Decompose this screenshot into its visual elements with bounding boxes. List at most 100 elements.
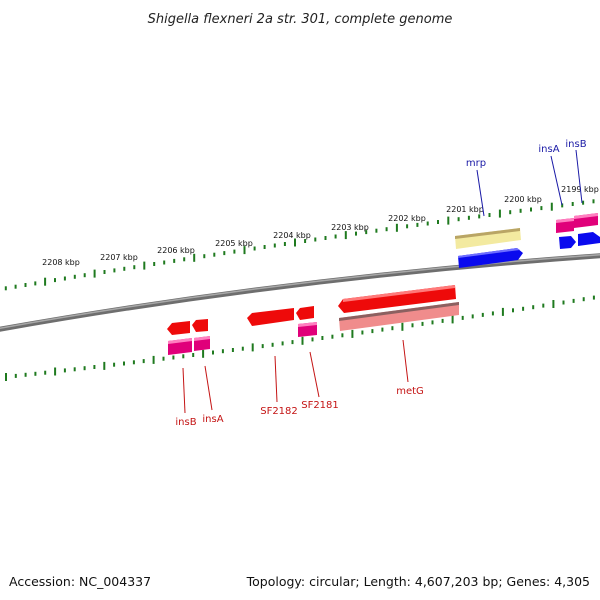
minor-tick	[321, 336, 324, 340]
minor-tick	[83, 273, 86, 278]
minor-tick	[14, 373, 17, 378]
major-tick	[143, 261, 146, 270]
major-tick	[301, 336, 304, 345]
minor-tick	[163, 260, 166, 265]
scale-label: 2207 kbp	[100, 253, 138, 262]
major-tick	[395, 223, 398, 232]
scale-label: 2203 kbp	[331, 223, 369, 232]
minor-tick	[231, 348, 234, 352]
gene-SF2181-bar-shade	[298, 322, 317, 327]
major-tick	[552, 300, 555, 308]
minor-tick	[34, 281, 37, 286]
minor-tick	[361, 330, 364, 335]
minor-tick	[331, 334, 334, 339]
cds-insB-rev-arrow[interactable]	[167, 321, 190, 335]
minor-tick	[203, 254, 206, 259]
minor-tick	[153, 262, 156, 266]
minor-tick	[273, 243, 276, 248]
map-title: Shigella flexneri 2a str. 301, complete …	[148, 12, 453, 27]
scale-label: 2204 kbp	[273, 231, 311, 240]
minor-tick	[411, 323, 414, 328]
gene-insB-rev-bar-shade	[168, 338, 192, 344]
minor-tick	[24, 283, 27, 287]
minor-tick	[34, 371, 37, 376]
minor-tick	[421, 321, 424, 326]
scale-label: 2205 kbp	[215, 239, 253, 248]
label-leaders	[182, 149, 583, 414]
scale-label: 2201 kbp	[446, 205, 484, 214]
major-tick	[344, 231, 347, 240]
scale-label: 2208 kbp	[42, 258, 80, 267]
gene-label-metG[interactable]: metG	[396, 386, 424, 397]
minor-tick	[221, 349, 224, 354]
cds-mrp-arrow[interactable]	[458, 248, 523, 268]
accession-text: Accession: NC_004337	[9, 574, 151, 589]
cds-insB-arrow[interactable]	[578, 232, 600, 246]
minor-tick	[467, 215, 470, 220]
minor-tick	[83, 366, 86, 371]
minor-tick	[223, 251, 226, 256]
gene-labels: mrp insA insB insB insA SF2182 SF2181 me…	[175, 139, 586, 428]
minor-tick	[212, 350, 214, 355]
gene-label-insB[interactable]: insB	[175, 417, 196, 428]
major-tick	[501, 307, 504, 316]
minor-tick	[73, 274, 76, 279]
minor-tick	[457, 217, 460, 222]
minor-tick	[542, 303, 545, 308]
gene-label-mrp[interactable]: mrp	[466, 158, 486, 169]
leader-metG	[402, 339, 409, 383]
gene-mrp-bar[interactable]	[455, 228, 521, 249]
gene-metG-bar[interactable]	[339, 302, 459, 331]
gene-label-insB[interactable]: insB	[565, 139, 586, 150]
gene-label-SF2181[interactable]: SF2181	[301, 400, 339, 411]
leader-insB-bottom	[182, 367, 186, 414]
major-tick	[93, 269, 96, 278]
major-tick	[152, 355, 155, 364]
minor-tick	[478, 214, 481, 219]
minor-tick	[416, 222, 419, 227]
scale-label: 2202 kbp	[388, 214, 426, 223]
minor-tick	[488, 213, 491, 217]
cds-metG-arrow[interactable]	[338, 285, 456, 313]
minor-tick	[385, 227, 388, 232]
minor-tick	[182, 354, 185, 359]
minor-tick	[132, 360, 135, 365]
cds-SF2181-arrow[interactable]	[296, 306, 314, 320]
minor-tick	[481, 312, 484, 317]
minor-tick	[519, 208, 522, 213]
minor-tick	[233, 249, 236, 254]
minor-tick	[63, 368, 66, 373]
major-tick	[351, 329, 354, 338]
leader-mrp	[476, 169, 485, 217]
scale-label: 2206 kbp	[157, 246, 195, 255]
minor-tick	[572, 298, 575, 303]
minor-tick	[54, 278, 56, 283]
genome-backbone-highlight	[0, 253, 600, 329]
cds-insA-arrow[interactable]	[559, 236, 576, 249]
minor-tick	[241, 346, 244, 351]
minor-tick	[592, 199, 595, 204]
minor-tick	[461, 315, 464, 320]
gene-label-SF2182[interactable]: SF2182	[260, 406, 298, 417]
minor-tick	[123, 361, 125, 366]
minor-tick	[334, 234, 337, 239]
minor-tick	[253, 246, 256, 251]
minor-tick	[162, 356, 165, 361]
minor-tick	[426, 221, 429, 226]
gene-label-insA[interactable]: insA	[202, 414, 223, 425]
minor-tick	[123, 266, 126, 271]
leader-insA-bottom	[204, 365, 213, 411]
minor-tick	[142, 359, 145, 364]
minor-tick	[471, 314, 474, 319]
major-tick	[294, 238, 296, 247]
gene-label-insA[interactable]: insA	[538, 144, 559, 155]
minor-tick	[522, 306, 525, 311]
minor-tick	[183, 257, 186, 262]
minor-tick	[540, 206, 543, 211]
minor-tick	[63, 276, 66, 281]
cds-SF2182-arrow[interactable]	[247, 308, 294, 326]
minor-tick	[263, 245, 266, 249]
cds-insA-rev-arrow[interactable]	[192, 319, 208, 332]
minor-tick	[14, 284, 17, 289]
